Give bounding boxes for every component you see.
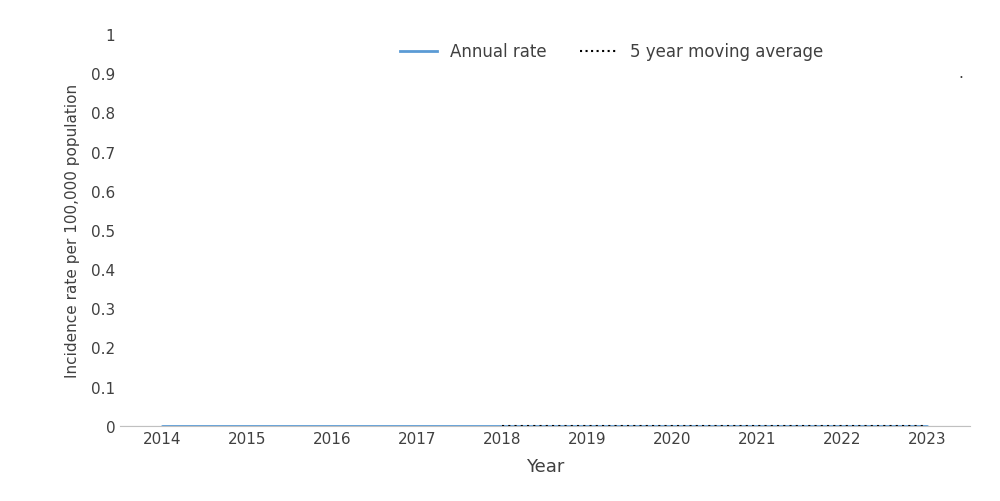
X-axis label: Year: Year	[526, 457, 564, 475]
Text: .: .	[958, 66, 963, 81]
Y-axis label: Incidence rate per 100,000 population: Incidence rate per 100,000 population	[65, 84, 80, 377]
Legend: Annual rate, 5 year moving average: Annual rate, 5 year moving average	[400, 44, 824, 61]
